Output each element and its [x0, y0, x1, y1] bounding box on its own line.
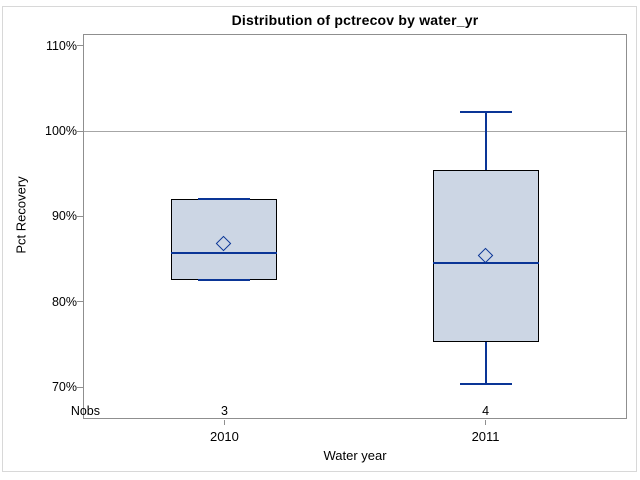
x-tick-label: 2010: [209, 429, 239, 444]
box-2011: [432, 169, 539, 342]
y-tick-mark: [77, 130, 83, 132]
reference-line-100: [84, 130, 626, 132]
y-tick-mark: [77, 386, 83, 388]
nobs-value: 4: [482, 404, 490, 418]
lower-whisker-cap: [459, 383, 512, 386]
x-tick-label: 2011: [471, 429, 500, 444]
y-tick-label: 80%: [51, 294, 77, 309]
nobs-value: 3: [220, 404, 228, 418]
x-axis-title: Water year: [323, 448, 387, 463]
y-tick-label: 70%: [51, 380, 77, 395]
x-tick-mark: [223, 420, 225, 425]
chart-title: Distribution of pctrecov by water_yr: [231, 12, 479, 28]
y-axis-title: Pct Recovery: [13, 176, 29, 254]
y-tick-label: 110%: [45, 38, 77, 53]
x-tick-mark: [485, 420, 487, 425]
upper-whisker-cap: [198, 198, 251, 201]
figure-border: [2, 6, 637, 472]
nobs-row-label: Nobs: [70, 404, 100, 418]
y-tick-mark: [77, 301, 83, 303]
y-tick-label: 90%: [51, 209, 77, 224]
median-line: [432, 262, 539, 265]
y-tick-mark: [77, 215, 83, 217]
upper-whisker: [484, 111, 487, 170]
upper-whisker-cap: [459, 110, 512, 113]
y-tick-mark: [77, 45, 83, 47]
plot-area: [83, 34, 627, 419]
median-line: [171, 252, 278, 255]
lower-whisker: [484, 341, 487, 385]
y-tick-label: 100%: [45, 124, 77, 139]
lower-whisker-cap: [198, 278, 251, 281]
